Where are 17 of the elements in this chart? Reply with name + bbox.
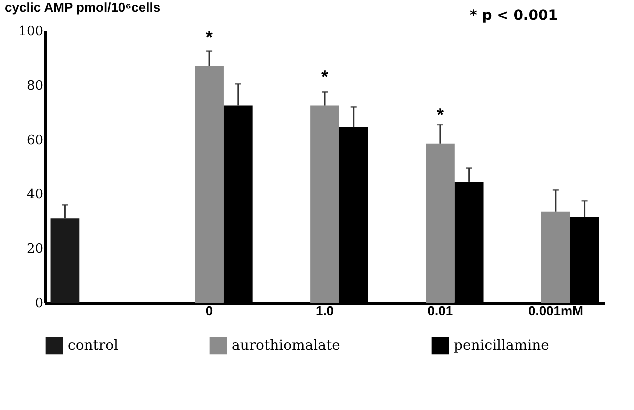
annotation: * [206,27,214,48]
x-tick-label: 0.01 [428,304,454,318]
x-tick-label: 1.0 [316,304,334,318]
legend-label: penicillamine [454,338,550,354]
annotation: * [436,104,444,125]
legend-label: control [68,338,120,354]
x-tick-label: 0 [206,304,214,318]
text: * p < 0.001 [470,8,558,24]
annotation: * [321,66,329,87]
y-tick-label: 80 [26,78,44,94]
y-tick-label: 100 [18,24,44,40]
y-tick-label: 40 [26,188,44,203]
y-tick-label: 20 [26,242,44,258]
legend-label: aurothiomalate [232,338,340,354]
y-axis-title: cyclic AMP pmol/10⁶cells [5,0,161,15]
y-tick-label: 60 [26,133,44,148]
x-tick-label: 0.001mM [528,304,584,318]
